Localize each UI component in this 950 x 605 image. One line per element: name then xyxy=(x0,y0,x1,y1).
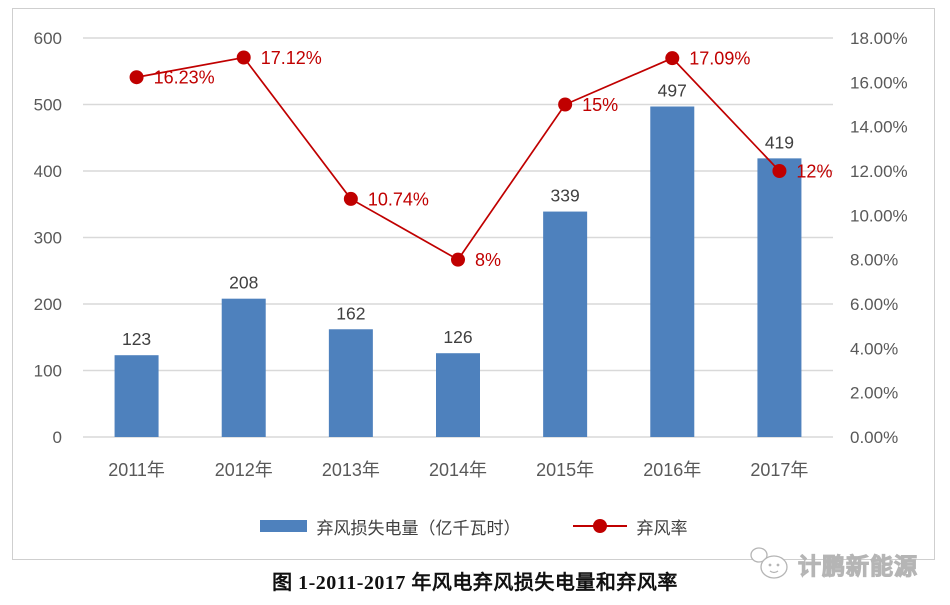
x-axis-label: 2012年 xyxy=(215,460,273,480)
rate-value-label: 17.12% xyxy=(261,48,322,68)
right-axis-tick: 8.00% xyxy=(850,251,898,270)
bar xyxy=(328,329,373,437)
brand-watermark: 计鹏新能源 xyxy=(748,545,948,583)
right-axis-tick: 2.00% xyxy=(850,384,898,403)
figure-caption: 图 1-2011-2017 年风电弃风损失电量和弃风率 xyxy=(272,572,678,594)
left-axis-tick: 300 xyxy=(34,229,62,248)
bar-value-label: 497 xyxy=(658,80,687,100)
brand-logo-icon xyxy=(750,547,788,579)
bar xyxy=(436,353,480,437)
bar xyxy=(221,298,266,437)
x-axis-label: 2017年 xyxy=(750,460,808,480)
right-axis-tick: 12.00% xyxy=(850,162,908,181)
x-axis-label: 2016年 xyxy=(643,460,701,480)
bar xyxy=(650,106,695,438)
rate-value-label: 8% xyxy=(475,250,501,270)
rate-point xyxy=(558,97,573,112)
legend-line-dot-icon xyxy=(572,519,627,533)
legend-item-bars: 弃风损失电量（亿千瓦时） xyxy=(259,514,521,539)
rate-point xyxy=(236,50,251,65)
right-axis-tick: 14.00% xyxy=(850,118,908,137)
rate-point xyxy=(343,191,358,206)
bar-value-label: 208 xyxy=(229,273,258,293)
x-axis-label: 2015年 xyxy=(536,460,594,480)
legend-label: 弃风率 xyxy=(636,518,688,538)
left-axis-tick: 400 xyxy=(34,162,62,181)
rate-point xyxy=(451,252,465,267)
rate-value-label: 17.09% xyxy=(689,49,750,69)
x-axis-label: 2011年 xyxy=(108,460,165,480)
left-axis-tick: 200 xyxy=(34,295,62,314)
legend-item-line: 弃风率 xyxy=(572,514,688,539)
right-axis-tick: 0.00% xyxy=(850,428,898,447)
left-axis-tick: 0 xyxy=(53,428,62,447)
right-axis-tick: 6.00% xyxy=(850,295,898,314)
bar xyxy=(543,211,588,437)
right-axis-tick: 10.00% xyxy=(850,206,908,225)
bar-value-label: 339 xyxy=(551,186,580,206)
x-axis-label: 2013年 xyxy=(322,460,380,480)
rate-value-label: 10.74% xyxy=(368,189,429,209)
bar-value-label: 162 xyxy=(336,303,365,323)
rate-point xyxy=(129,70,144,85)
legend-label: 弃风损失电量（亿千瓦时） xyxy=(316,518,521,538)
bar xyxy=(114,355,159,437)
x-axis-label: 2014年 xyxy=(429,460,487,480)
left-axis-tick: 100 xyxy=(34,362,62,381)
bar-value-label: 123 xyxy=(122,329,151,349)
legend-bar-swatch-icon xyxy=(259,520,307,532)
legend-line-dot xyxy=(592,519,607,533)
chart-legend: 弃风损失电量（亿千瓦时） 弃风率 xyxy=(12,511,935,541)
bar-value-label: 126 xyxy=(443,327,472,347)
rate-value-label: 15% xyxy=(582,95,618,115)
left-axis-tick: 500 xyxy=(34,96,62,115)
rate-value-label: 16.23% xyxy=(154,68,215,88)
right-axis-tick: 16.00% xyxy=(850,73,908,92)
rate-point xyxy=(772,164,787,178)
rate-point xyxy=(665,51,680,66)
brand-watermark-text: 计鹏新能源 xyxy=(798,553,918,580)
right-axis-tick: 4.00% xyxy=(850,339,898,358)
bar xyxy=(757,158,802,438)
left-axis-tick: 600 xyxy=(34,29,62,48)
rate-value-label: 12% xyxy=(796,162,832,182)
right-axis-tick: 18.00% xyxy=(850,29,908,48)
bar-value-label: 419 xyxy=(765,132,794,152)
combo-chart: 600 500 400 300 200 100 0 18.00% 16.00% 14.00% 12.… xyxy=(34,29,908,480)
